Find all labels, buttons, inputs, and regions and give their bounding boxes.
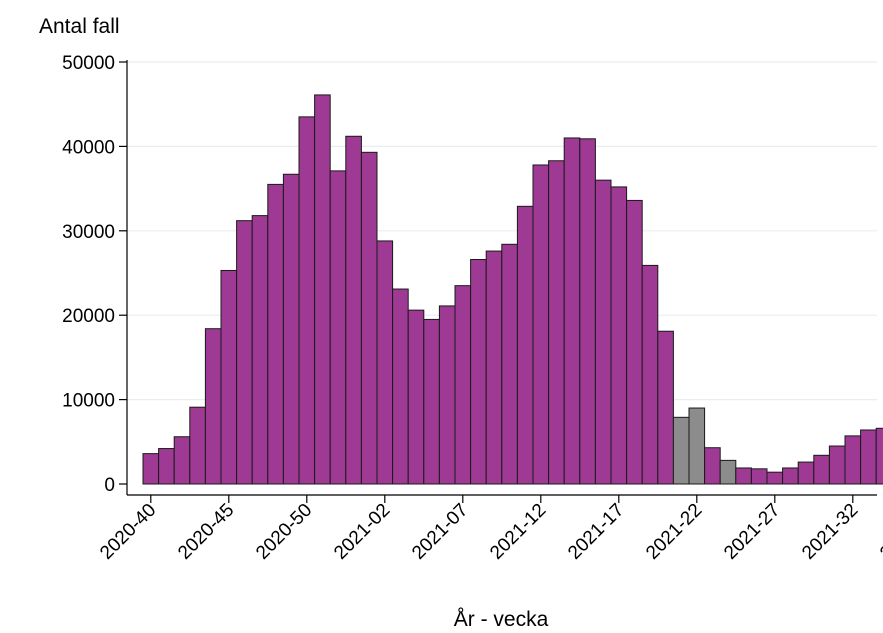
bar-2021-10 (501, 243, 518, 485)
bar-2021-19 (641, 264, 659, 485)
bar-2021-05 (423, 318, 440, 485)
bar-2021-20 (657, 330, 674, 485)
y-ticks: 0 10000 20000 30000 40000 50000 (62, 53, 127, 496)
x-axis-title: År - vecka (454, 608, 549, 631)
bar-2020-49 (282, 173, 300, 485)
x-tick-label: 2021-07 (408, 500, 472, 564)
x-tick-label: 2021-12 (486, 500, 550, 564)
bar-2021-09 (485, 250, 503, 485)
bar-2021-33 (860, 429, 877, 485)
y-tick-label: 30000 (62, 222, 115, 243)
bar-2021-12 (532, 164, 550, 485)
bar-2021-27 (766, 471, 784, 485)
bar-2021-01 (360, 151, 378, 485)
bar-2020-42 (173, 436, 191, 485)
y-tick-label: 50000 (62, 53, 115, 74)
bar-2020-40 (142, 453, 160, 485)
axes (126, 60, 877, 496)
bar-2020-41 (158, 448, 175, 485)
x-tick-label: 2021-17 (564, 500, 628, 564)
y-tick-label: 40000 (62, 137, 115, 158)
bar-2020-51 (314, 94, 331, 485)
x-tick-label: 2021-22 (642, 500, 706, 564)
y-axis-title: Antal fall (39, 15, 120, 38)
bar-2021-13 (548, 160, 565, 485)
x-tick-label: 2021-27 (720, 500, 784, 564)
bar-2021-29 (797, 461, 815, 485)
bar-2021-32 (844, 435, 862, 485)
bar-2020-47 (251, 215, 269, 485)
bars (142, 94, 883, 485)
x-tick-label: 2020-40 (96, 500, 160, 564)
x-ticks: 2020-40 2020-45 2020-50 2021-02 2021-07 2021-… (96, 495, 883, 564)
x-tick-label: 2020-50 (252, 500, 316, 564)
bar-2021-21 (672, 416, 690, 485)
bar-2021-14 (563, 137, 581, 485)
bar-2021-31 (828, 445, 846, 485)
bar-2021-22 (688, 407, 706, 485)
bar-2021-28 (782, 467, 799, 485)
bar-2021-06 (438, 305, 456, 485)
bar-2021-24 (719, 459, 737, 485)
bar-2021-18 (626, 199, 643, 485)
bar-2020-48 (267, 183, 284, 485)
bar-2021-11 (516, 205, 534, 485)
bar-2021-07 (454, 285, 472, 485)
bar-2020-53 (345, 135, 362, 485)
x-tick-label: 2021-37 (876, 500, 883, 564)
x-tick-label: 2020-45 (174, 500, 238, 564)
bar-2020-44 (204, 328, 222, 485)
bar-2020-50 (298, 116, 316, 485)
y-tick-label: 10000 (62, 391, 115, 412)
bar-2021-03 (392, 288, 409, 485)
y-tick-label: 0 (104, 475, 115, 496)
bar-2021-02 (376, 240, 394, 485)
bar-2020-45 (220, 269, 238, 485)
bar-2020-46 (236, 220, 253, 485)
bar-2021-25 (735, 467, 752, 485)
bar-2021-04 (407, 309, 425, 485)
bar-2021-23 (704, 447, 721, 485)
bar-2021-34 (875, 427, 883, 485)
bar-2021-17 (610, 186, 628, 485)
bar-2020-52 (329, 170, 347, 485)
bar-2021-30 (813, 454, 830, 485)
x-tick-label: 2021-02 (330, 500, 394, 564)
bar-2021-16 (594, 179, 612, 485)
x-tick-label: 2021-32 (798, 500, 862, 564)
y-tick-label: 20000 (62, 306, 115, 327)
bar-2020-43 (189, 406, 206, 485)
bar-2021-15 (579, 138, 596, 485)
bar-2021-08 (470, 259, 487, 485)
bar-2021-26 (750, 468, 768, 485)
